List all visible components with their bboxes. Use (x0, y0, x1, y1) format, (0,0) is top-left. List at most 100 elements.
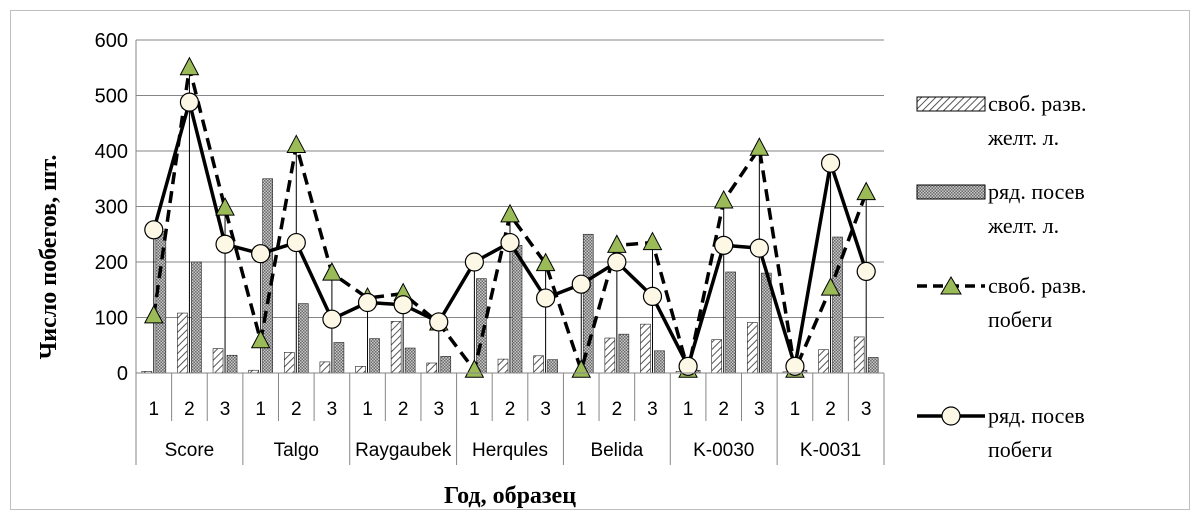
circle-marker-icon (941, 406, 961, 426)
bar (333, 342, 345, 374)
circle-marker (571, 274, 591, 294)
y-tick-label: 0 (117, 363, 128, 385)
circle-marker (607, 252, 627, 272)
triangle-marker (143, 304, 164, 324)
y-tick-label: 400 (95, 141, 128, 163)
legend-item-ryad-posev-zhelt: ряд. посев желт. л. (916, 179, 1085, 238)
x-sub-label: 2 (505, 399, 516, 420)
bar (369, 338, 380, 374)
x-group-label: Talgo (274, 440, 319, 461)
x-sub-label: 1 (683, 399, 694, 420)
y-tick-label: 300 (95, 197, 128, 219)
bars (141, 178, 879, 374)
triangle-marker (749, 137, 770, 156)
circle-marker (749, 238, 769, 258)
circle-marker (678, 356, 698, 376)
bar (725, 271, 737, 374)
x-sub-label: 3 (220, 399, 231, 420)
x-sub-label: 1 (469, 399, 480, 420)
x-sub-label: 1 (576, 399, 587, 420)
bar (747, 322, 758, 374)
circle-marker (642, 286, 663, 307)
legend-item-svob-razv-zhelt: своб. разв. желт. л. (916, 91, 1087, 150)
x-sub-label: 1 (255, 399, 266, 420)
x-sub-label: 3 (327, 399, 338, 420)
x-group-label: Score (165, 440, 215, 461)
x-sub-label: 3 (861, 399, 872, 420)
bar (226, 354, 238, 374)
bar (390, 321, 402, 374)
legend-swatch-hatch (916, 96, 986, 112)
triangle-marker (820, 277, 841, 296)
bar (191, 261, 202, 374)
circle-marker (714, 235, 734, 255)
x-group-label: Belida (590, 440, 643, 461)
bar (497, 358, 509, 374)
bar (618, 333, 630, 374)
legend-label-line1: ряд. посев (988, 179, 1085, 204)
legend-label-line2: побеги (988, 307, 1052, 332)
legend-label-line2: желт. л. (987, 213, 1059, 238)
bar (867, 357, 879, 374)
x-sub-label: 3 (540, 399, 551, 420)
y-tick-label: 600 (95, 30, 128, 52)
circle-marker (393, 295, 413, 315)
triangle-marker (607, 234, 627, 253)
circle-marker (286, 232, 306, 253)
x-group-label: Raygaubek (355, 440, 452, 461)
x-axis-title: Год, образец (444, 483, 576, 509)
legend-item-svob-razv-pobegi: своб. разв. побеги (917, 273, 1087, 332)
bar (654, 350, 665, 374)
x-sub-label: 2 (825, 399, 836, 420)
x-sub-label: 2 (398, 399, 409, 420)
circle-marker (820, 153, 841, 173)
circle-marker (500, 232, 520, 253)
x-sub-label: 2 (718, 399, 729, 420)
triangle-marker (286, 134, 307, 153)
x-sub-label: 1 (362, 399, 373, 420)
x-sub-label: 3 (647, 399, 658, 420)
axes: 0 100 200 300 400 500 600 1 2 3 1 2 3 1 2 3 1 2 3 1 2 3 1 2 3 1 2 3… (95, 30, 885, 465)
circle-marker (536, 288, 556, 308)
triangle-marker (215, 197, 235, 216)
markers (143, 56, 877, 378)
bar (440, 356, 452, 374)
y-tick-label: 500 (95, 86, 128, 108)
bar (853, 336, 865, 374)
x-sub-label: 2 (184, 399, 195, 420)
circle-marker (322, 309, 342, 329)
legend-label-line1: своб. разв. (988, 91, 1087, 116)
circle-marker (856, 261, 876, 282)
bar (283, 352, 295, 374)
bar (640, 323, 651, 374)
x-group-label: K-0031 (800, 440, 861, 461)
circle-marker (144, 220, 164, 240)
circle-marker (179, 92, 200, 112)
bar (511, 245, 523, 374)
x-sub-label: 2 (291, 399, 302, 420)
x-sub-label: 3 (433, 399, 444, 420)
legend-item-ryad-posev-pobegi: ряд. посев побеги (917, 403, 1085, 462)
legend-label-line2: желт. л. (987, 125, 1059, 150)
x-group-label: Herqules (472, 440, 548, 461)
bar (319, 361, 331, 374)
x-group-label: K-0030 (693, 440, 754, 461)
triangle-marker (713, 189, 734, 209)
bar (355, 366, 366, 374)
bar (212, 348, 224, 374)
bar (547, 359, 558, 374)
circle-marker (464, 252, 484, 272)
bar (426, 362, 438, 374)
bar (818, 349, 829, 374)
y-tick-label: 200 (95, 252, 128, 274)
bar (404, 347, 416, 374)
triangle-marker-icon (940, 276, 962, 295)
legend-label-line1: своб. разв. (988, 273, 1087, 298)
circle-marker (429, 312, 449, 332)
legend-label-line1: ряд. посев (988, 403, 1085, 428)
legend-swatch-dots (916, 184, 986, 200)
circle-marker (357, 292, 378, 313)
circle-marker (785, 356, 805, 376)
triangle-marker (642, 231, 663, 251)
